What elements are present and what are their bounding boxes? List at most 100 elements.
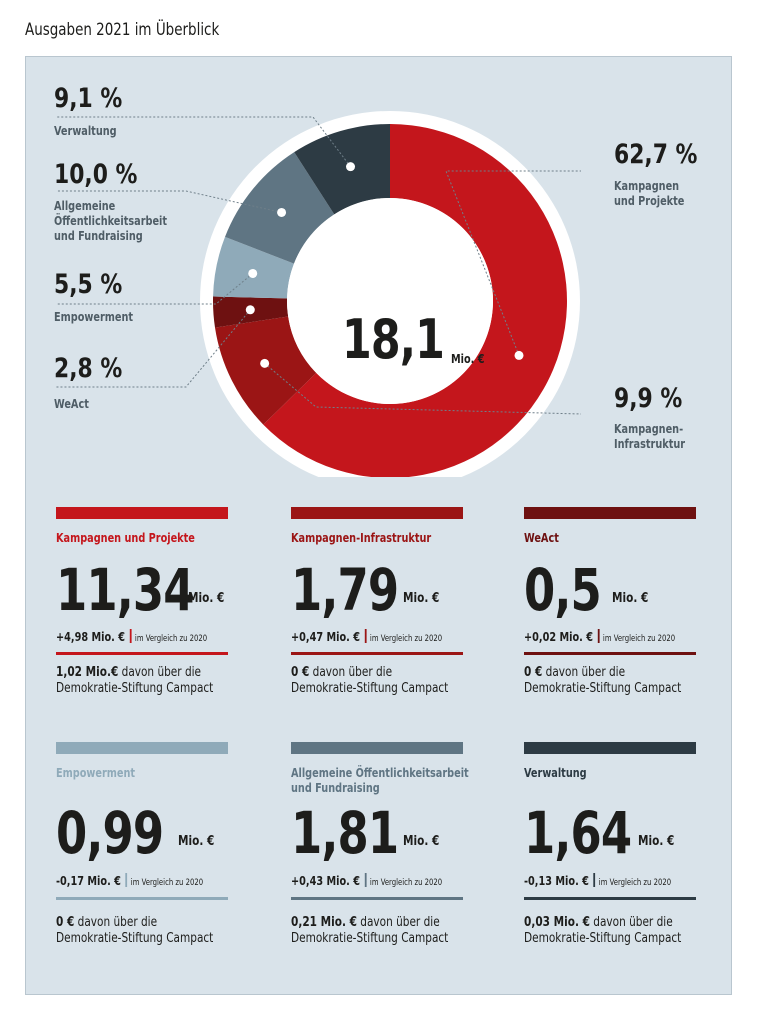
card-note-text: davon über die Demokratie-Stiftung Campa… (524, 665, 682, 696)
card-title: Allgemeine Öffentlichkeitsarbeit und Fun… (291, 766, 469, 795)
donut-slice-kampagnen-infrastruktur (215, 316, 317, 425)
donut-chart (56, 111, 582, 477)
card-kampagnen-projekte: Kampagnen und Projekte 11,34 Mio. € +4,9… (56, 507, 228, 737)
card-change-note: im Vergleich zu 2020 (598, 878, 672, 888)
card-note: 0 € davon über die Demokratie-Stiftung C… (291, 665, 471, 697)
callout-kampagnen-infrastruktur-percent: 9,9 % (614, 383, 683, 414)
leader-dot (346, 162, 356, 172)
card-change-value: +0,47 Mio. € (291, 630, 361, 644)
infographic-panel: 18,1 Mio. € 62,7 % Kampagnen und Projekt… (25, 56, 732, 995)
card-unit: Mio. € (403, 591, 440, 606)
card-title: Verwaltung (524, 766, 587, 780)
card-note-amount: 1,02 Mio.€ (56, 665, 119, 680)
leader-line (56, 190, 282, 213)
leader-line (264, 362, 582, 415)
callout-empowerment-label: Empowerment (54, 310, 134, 324)
card-change: -0,17 Mio. € im Vergleich zu 2020 (56, 873, 203, 888)
card-change-value: +0,02 Mio. € (524, 630, 594, 644)
card-note-amount: 0 € (56, 915, 75, 930)
card-note-amount: 0 € (291, 665, 310, 680)
callout-oeffentlichkeitsarbeit-label: Allgemeine Öffentlichkeitsarbeit und Fun… (54, 199, 168, 243)
card-value: 11,34 (56, 556, 195, 624)
card-change-value: -0,17 Mio. € (56, 874, 121, 888)
card-change-note: im Vergleich zu 2020 (369, 878, 443, 888)
card-divider (524, 897, 696, 900)
callout-verwaltung-label: Verwaltung (54, 124, 117, 138)
card-value: 1,79 (291, 556, 399, 624)
card-empowerment: Empowerment 0,99 Mio. € -0,17 Mio. € im V… (56, 742, 228, 972)
callout-empowerment-percent: 5,5 % (54, 269, 123, 300)
card-unit: Mio. € (638, 834, 675, 849)
card-value: 1,81 (291, 799, 399, 867)
card-divider (291, 652, 463, 655)
leader-line (445, 170, 581, 356)
separator (364, 873, 367, 887)
card-change: -0,13 Mio. € im Vergleich zu 2020 (524, 873, 671, 888)
separator (125, 873, 128, 887)
card-kampagnen-infrastruktur: Kampagnen-Infrastruktur 1,79 Mio. € +0,4… (291, 507, 463, 737)
total-value: 18,1 (342, 308, 445, 371)
card-note: 1,02 Mio.€ davon über die Demokratie-Sti… (56, 665, 236, 697)
card-divider (291, 897, 463, 900)
card-note: 0 € davon über die Demokratie-Stiftung C… (56, 915, 236, 947)
card-value: 0,99 (56, 799, 164, 867)
card-note-text: davon über die Demokratie-Stiftung Campa… (56, 665, 214, 696)
card-unit: Mio. € (403, 834, 440, 849)
card-note-text: davon über die Demokratie-Stiftung Campa… (291, 665, 449, 696)
separator (593, 873, 596, 887)
card-color-bar (524, 742, 696, 754)
callout-kampagnen-projekte-label: Kampagnen und Projekte (614, 179, 685, 208)
card-change-value: -0,13 Mio. € (524, 874, 589, 888)
callout-oeffentlichkeitsarbeit-percent: 10,0 % (54, 159, 138, 190)
card-change-note: im Vergleich zu 2020 (130, 878, 204, 888)
card-change: +0,02 Mio. € im Vergleich zu 2020 (524, 629, 675, 644)
card-change-value: +4,98 Mio. € (56, 630, 126, 644)
callout-verwaltung-percent: 9,1 % (54, 83, 123, 114)
leader-dot (248, 268, 258, 278)
card-note-text: davon über die Demokratie-Stiftung Campa… (56, 915, 214, 946)
card-verwaltung: Verwaltung 1,64 Mio. € -0,13 Mio. € im Ve… (524, 742, 696, 972)
card-change: +4,98 Mio. € im Vergleich zu 2020 (56, 629, 207, 644)
card-note: 0 € davon über die Demokratie-Stiftung C… (524, 665, 704, 697)
card-weact: WeAct 0,5 Mio. € +0,02 Mio. € im Vergleic… (524, 507, 696, 737)
card-note-text: davon über die Demokratie-Stiftung Campa… (524, 915, 682, 946)
leader-line (56, 309, 251, 388)
card-change: +0,47 Mio. € im Vergleich zu 2020 (291, 629, 442, 644)
card-unit: Mio. € (612, 591, 649, 606)
card-title: WeAct (524, 531, 559, 545)
card-change: +0,43 Mio. € im Vergleich zu 2020 (291, 873, 442, 888)
card-title: Kampagnen und Projekte (56, 531, 195, 545)
leader-line (56, 116, 351, 167)
card-divider (56, 897, 228, 900)
card-note-text: davon über die Demokratie-Stiftung Campa… (291, 915, 449, 946)
card-change-note: im Vergleich zu 2020 (134, 634, 208, 644)
page-title: Ausgaben 2021 im Überblick (25, 20, 220, 40)
card-note-amount: 0 € (524, 665, 543, 680)
separator (597, 629, 600, 643)
card-color-bar (524, 507, 696, 519)
leader-dot (245, 305, 255, 315)
donut-center (287, 198, 493, 404)
card-oeffentlichkeitsarbeit: Allgemeine Öffentlichkeitsarbeit und Fun… (291, 742, 469, 972)
callout-weact-label: WeAct (54, 397, 89, 411)
card-title: Empowerment (56, 766, 136, 780)
card-title: Kampagnen-Infrastruktur (291, 531, 432, 545)
card-color-bar (56, 507, 228, 519)
card-color-bar (291, 742, 463, 754)
card-value: 0,5 (524, 556, 602, 624)
separator (129, 629, 132, 643)
card-note-amount: 0,21 Mio. € (291, 915, 357, 930)
leader-dot (260, 358, 270, 368)
leader-dot (277, 207, 287, 217)
card-note: 0,03 Mio. € davon über die Demokratie-St… (524, 915, 704, 947)
total-unit: Mio. € (451, 352, 485, 366)
card-value: 1,64 (524, 799, 632, 867)
callout-kampagnen-projekte-percent: 62,7 % (614, 139, 698, 170)
card-color-bar (56, 742, 228, 754)
card-change-note: im Vergleich zu 2020 (369, 634, 443, 644)
card-unit: Mio. € (188, 591, 225, 606)
card-change-value: +0,43 Mio. € (291, 874, 361, 888)
callout-kampagnen-infrastruktur-label: Kampagnen- Infrastruktur (614, 422, 686, 451)
card-unit: Mio. € (178, 834, 215, 849)
card-note: 0,21 Mio. € davon über die Demokratie-St… (291, 915, 471, 947)
